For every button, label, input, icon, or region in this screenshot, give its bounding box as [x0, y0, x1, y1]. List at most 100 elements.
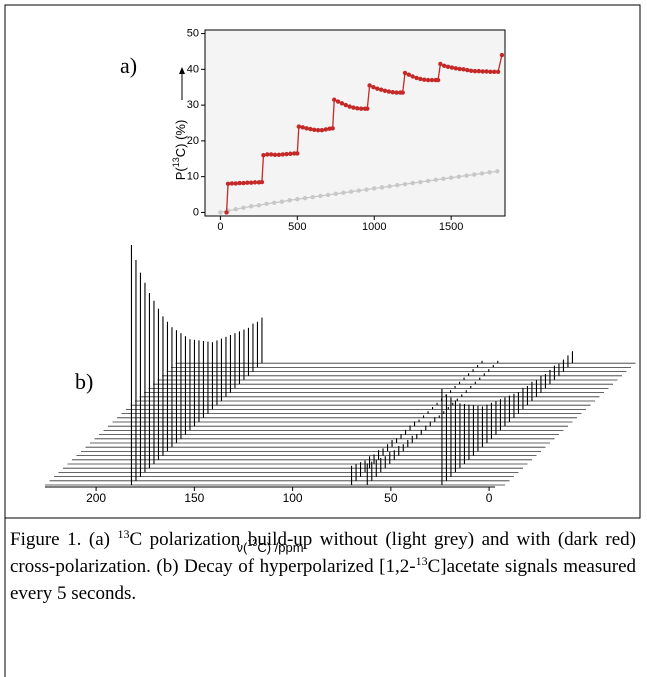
x-tick-label: 1000	[362, 221, 386, 233]
plot-area	[204, 29, 506, 217]
data-point	[218, 210, 223, 215]
data-point	[382, 88, 388, 94]
data-point	[237, 180, 242, 186]
data-point	[323, 127, 328, 132]
data-point	[304, 126, 309, 131]
panel-label: b)	[75, 369, 93, 394]
data-point	[259, 179, 265, 185]
data-point	[472, 68, 478, 74]
data-point	[264, 201, 269, 207]
y-tick-label: 20	[187, 135, 199, 147]
data-point	[300, 125, 305, 130]
data-point	[402, 70, 408, 76]
data-point	[495, 69, 501, 75]
caption-text: 13	[117, 527, 130, 541]
data-point	[395, 183, 400, 188]
data-point	[268, 152, 274, 157]
y-axis-label: P(13C) (%)	[171, 120, 188, 181]
data-point	[256, 203, 262, 208]
data-point	[375, 86, 380, 91]
caption: Figure 1. (a) 13C polarization build-up …	[10, 526, 636, 607]
caption-text: C polarization build-up without (light g…	[10, 529, 636, 577]
data-point	[295, 151, 300, 156]
data-point	[296, 124, 302, 129]
data-point	[279, 199, 285, 204]
data-point	[492, 69, 497, 75]
data-point	[457, 66, 462, 72]
label-part: 13	[171, 157, 181, 167]
x-tick-label: 0	[486, 491, 493, 505]
data-point	[487, 170, 492, 175]
label-part: ν(	[236, 540, 248, 555]
data-point	[402, 181, 408, 187]
data-point	[429, 77, 435, 83]
data-point	[241, 205, 246, 210]
axis-arrow-head	[179, 67, 185, 74]
x-tick-label: 200	[86, 491, 106, 505]
data-point	[233, 207, 238, 212]
data-point	[308, 126, 313, 132]
data-point	[414, 75, 419, 81]
data-point	[356, 188, 362, 193]
data-point	[261, 152, 266, 158]
caption-text: 13	[415, 554, 428, 568]
x-tick-label: 1500	[439, 221, 463, 233]
data-point	[248, 204, 254, 209]
data-point	[347, 104, 352, 109]
data-point	[272, 200, 277, 205]
label-part: C) /ppm	[257, 540, 303, 555]
data-point	[272, 152, 278, 158]
data-point	[448, 175, 454, 180]
data-point	[476, 68, 482, 74]
data-point	[365, 106, 370, 111]
x-tick-label: 50	[384, 491, 398, 505]
caption-text: C]acetate signals measured every 5 secon…	[10, 556, 636, 604]
x-tick-label: 500	[288, 221, 306, 233]
x-tick-label: 100	[283, 491, 303, 505]
data-point	[442, 63, 447, 68]
data-point	[319, 127, 325, 133]
data-point	[225, 181, 231, 187]
data-point	[464, 173, 469, 178]
data-point	[348, 189, 354, 194]
data-point	[387, 184, 392, 189]
data-point	[438, 61, 443, 67]
frame	[4, 4, 641, 519]
data-point	[335, 99, 341, 104]
label-part: P(	[173, 167, 188, 181]
data-point	[241, 180, 246, 186]
data-point	[441, 176, 446, 181]
data-point	[280, 152, 285, 157]
data-point	[468, 68, 474, 73]
data-point	[484, 69, 489, 74]
data-point	[310, 194, 315, 200]
y-tick-label: 10	[187, 171, 199, 183]
data-point	[248, 180, 254, 185]
data-point	[378, 87, 384, 92]
data-point	[229, 181, 235, 186]
data-point	[318, 193, 323, 199]
data-point	[330, 126, 335, 131]
data-point	[358, 106, 364, 111]
data-point	[394, 90, 399, 95]
data-point	[332, 97, 337, 102]
data-point	[379, 185, 385, 190]
data-point	[410, 180, 415, 186]
data-point	[245, 180, 250, 185]
label-part: C) (%)	[173, 120, 188, 158]
data-point	[276, 152, 282, 158]
data-point	[433, 177, 438, 183]
data-point	[495, 169, 500, 174]
data-point	[488, 69, 493, 75]
x-axis-label: ν(13C) /ppm	[236, 538, 303, 555]
data-point	[371, 85, 376, 90]
x-tick-label: 0	[217, 221, 223, 233]
data-point	[461, 67, 466, 72]
data-point	[472, 172, 477, 177]
data-point	[479, 171, 485, 176]
data-point	[333, 191, 338, 197]
data-point	[312, 127, 317, 132]
data-point	[410, 74, 415, 79]
